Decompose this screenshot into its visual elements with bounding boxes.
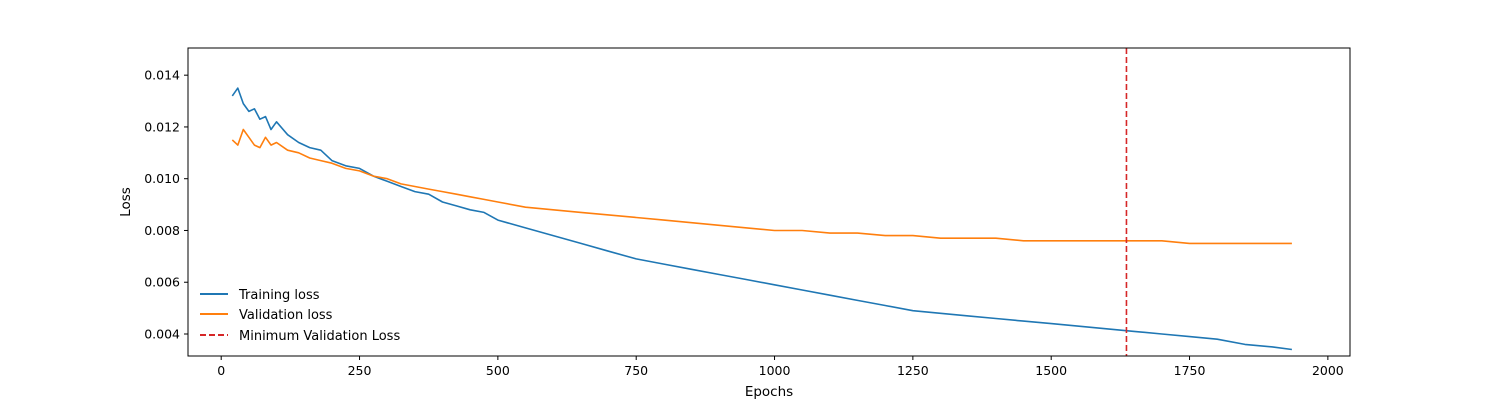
series-line-validation-loss	[231, 128, 1292, 245]
x-tick-label: 1500	[1035, 363, 1067, 378]
x-tick-label: 750	[624, 363, 648, 378]
legend-label-min-val: Minimum Validation Loss	[239, 329, 400, 344]
legend-label-training: Training loss	[238, 288, 320, 303]
y-tick-label: 0.014	[144, 68, 180, 83]
legend: Training loss Validation loss Minimum Va…	[200, 288, 400, 344]
x-tick-label: 0	[217, 363, 225, 378]
series-line-training-loss	[231, 87, 1293, 351]
x-tick-label: 250	[348, 363, 372, 378]
x-axis-ticks: 0 250 500 750 1000 1250 1500 1750 2000	[217, 356, 1344, 378]
y-axis-label: Loss	[118, 187, 134, 217]
x-tick-label: 1000	[759, 363, 791, 378]
legend-label-validation: Validation loss	[239, 308, 333, 323]
axes-frame	[187, 47, 1351, 357]
x-tick-label: 1750	[1174, 363, 1206, 378]
y-axis-ticks: 0.004 0.006 0.008 0.010 0.012 0.014	[144, 68, 188, 342]
y-tick-label: 0.010	[144, 171, 180, 186]
y-tick-label: 0.004	[144, 327, 180, 342]
x-axis-label: Epochs	[745, 384, 793, 400]
x-tick-label: 500	[486, 363, 510, 378]
y-tick-label: 0.008	[144, 223, 180, 238]
plot-content	[231, 48, 1293, 356]
x-tick-label: 1250	[897, 363, 929, 378]
x-tick-label: 2000	[1312, 363, 1344, 378]
y-tick-label: 0.012	[144, 119, 180, 134]
y-tick-label: 0.006	[144, 275, 180, 290]
